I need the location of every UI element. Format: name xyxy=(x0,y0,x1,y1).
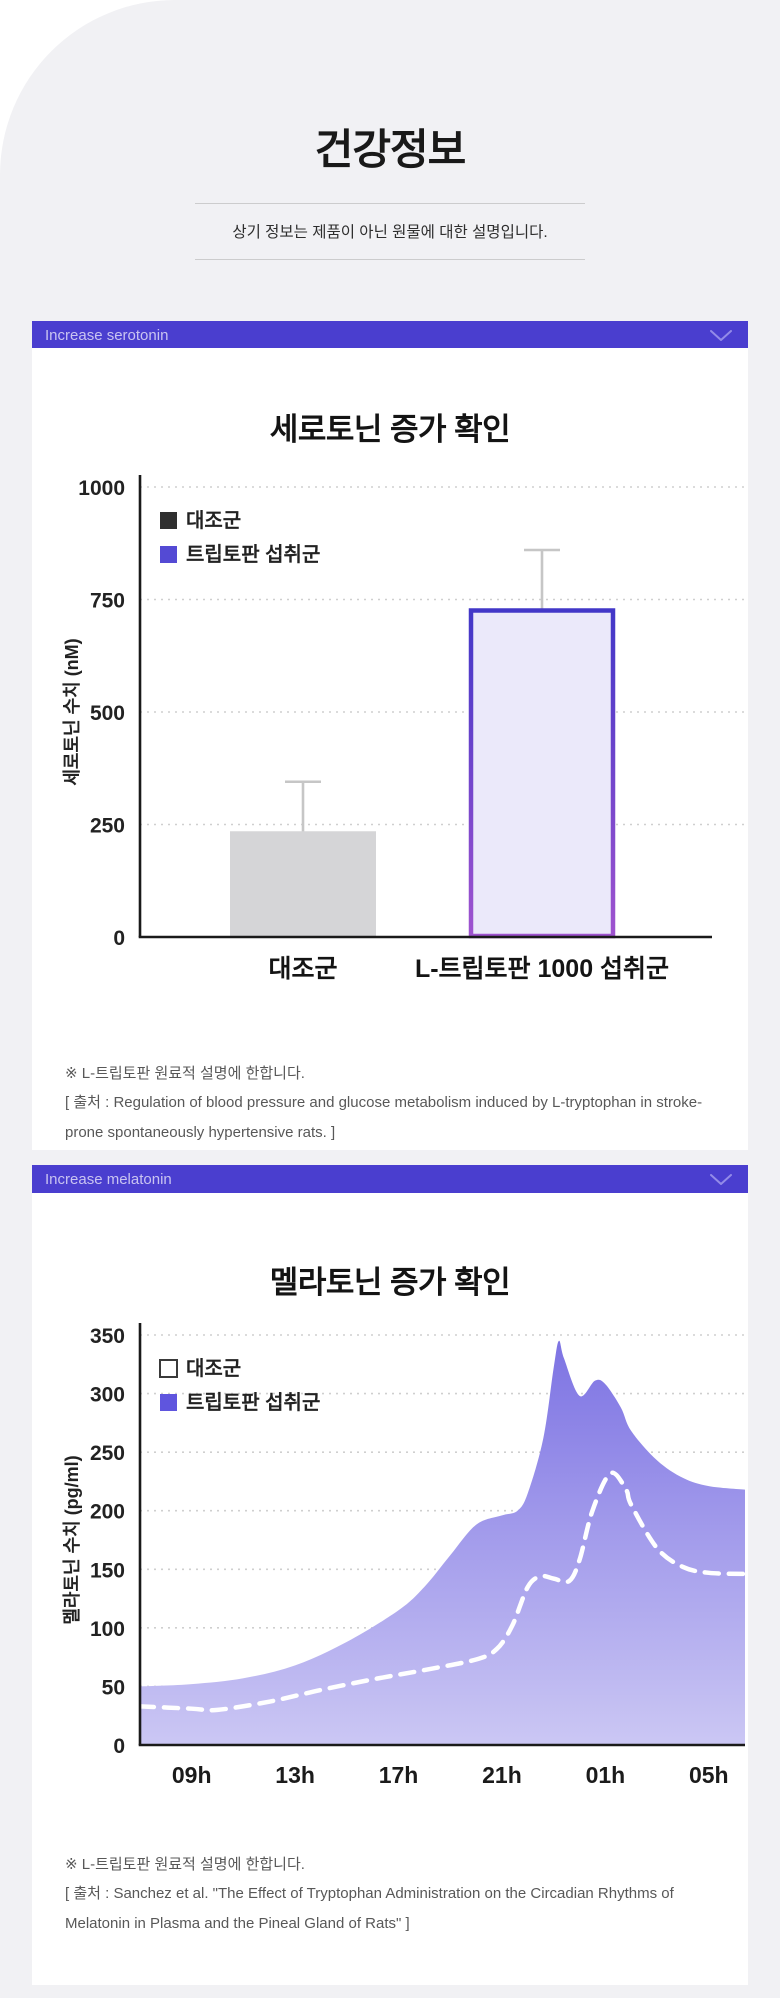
footnote-line: ※ L-트립토판 원료적 설명에 한합니다. xyxy=(65,1856,305,1873)
svg-text:1000: 1000 xyxy=(78,477,125,500)
svg-text:13h: 13h xyxy=(275,1762,315,1788)
serotonin-card: 세로토닌 증가 확인 0 250 500 750 1000 세로토닌 수치 (nM) 대조군… xyxy=(32,348,748,1150)
header-divider-bottom xyxy=(195,259,585,260)
svg-text:대조군: 대조군 xyxy=(186,1357,241,1380)
melatonin-area-chart: 0 50 100 150 200 250 300 350 멜라토닌 수치 (pg/ml) 09h 1… xyxy=(62,1323,748,1788)
serotonin-chart-wrap: 0 250 500 750 1000 세로토닌 수치 (nM) 대조군 L-트립토판 1000… xyxy=(32,467,748,987)
svg-text:대조군: 대조군 xyxy=(268,955,337,983)
svg-text:17h: 17h xyxy=(379,1762,419,1788)
footnote-source: [ 출처 : Regulation of blood pressure and … xyxy=(65,1094,703,1141)
melatonin-footnote: ※ L-트립토판 원료적 설명에 한합니다. [ 출처 : Sanchez et… xyxy=(32,1850,748,1938)
svg-text:0: 0 xyxy=(113,1735,125,1758)
svg-text:0: 0 xyxy=(113,927,125,950)
page-title: 건강정보 xyxy=(314,126,467,173)
serotonin-footnote: ※ L-트립토판 원료적 설명에 한합니다. [ 출처 : Regulation… xyxy=(32,1059,748,1147)
chevron-down-icon xyxy=(710,329,732,341)
svg-text:트립토판 섭취군: 트립토판 섭취군 xyxy=(186,543,320,566)
accordion-label: Increase serotonin xyxy=(45,326,169,344)
svg-text:250: 250 xyxy=(90,1442,125,1465)
header-divider-top xyxy=(195,203,585,204)
melatonin-chart-wrap: 0 50 100 150 200 250 300 350 멜라토닌 수치 (pg/ml) 09h 1… xyxy=(32,1320,748,1800)
accordion-increase-melatonin[interactable]: Increase melatonin xyxy=(32,1165,748,1193)
svg-text:09h: 09h xyxy=(172,1762,212,1788)
svg-text:트립토판 섭취군: 트립토판 섭취군 xyxy=(186,1391,320,1414)
svg-text:세로토닌 수치 (nM): 세로토닌 수치 (nM) xyxy=(62,638,82,785)
footnote-source: [ 출처 : Sanchez et al. "The Effect of Try… xyxy=(65,1885,674,1932)
svg-text:100: 100 xyxy=(90,1618,125,1641)
svg-text:멜라토닌 수치 (pg/ml): 멜라토닌 수치 (pg/ml) xyxy=(62,1455,82,1624)
serotonin-chart-title: 세로토닌 증가 확인 xyxy=(269,412,511,447)
svg-text:05h: 05h xyxy=(689,1762,729,1788)
svg-text:200: 200 xyxy=(90,1501,125,1524)
accordion-increase-serotonin[interactable]: Increase serotonin xyxy=(32,321,748,349)
svg-text:250: 250 xyxy=(90,815,125,838)
svg-text:150: 150 xyxy=(90,1559,125,1582)
svg-text:500: 500 xyxy=(90,702,125,725)
svg-text:대조군: 대조군 xyxy=(186,509,241,532)
svg-text:L-트립토판 1000 섭취군: L-트립토판 1000 섭취군 xyxy=(415,955,669,983)
chevron-down-icon xyxy=(710,1173,732,1185)
footnote-line: ※ L-트립토판 원료적 설명에 한합니다. xyxy=(65,1065,305,1082)
serotonin-bar-chart: 0 250 500 750 1000 세로토닌 수치 (nM) 대조군 L-트립토판 1000… xyxy=(62,475,745,983)
svg-text:750: 750 xyxy=(90,590,125,613)
accordion-label: Increase melatonin xyxy=(45,1170,172,1188)
page-subtitle: 상기 정보는 제품이 아닌 원물에 대한 설명입니다. xyxy=(232,224,548,241)
svg-text:300: 300 xyxy=(90,1384,125,1407)
melatonin-chart-title: 멜라토닌 증가 확인 xyxy=(269,1265,511,1300)
page-header: 건강정보 상기 정보는 제품이 아닌 원물에 대한 설명입니다. xyxy=(0,0,780,260)
svg-text:50: 50 xyxy=(102,1676,125,1699)
svg-text:21h: 21h xyxy=(482,1762,522,1788)
svg-text:01h: 01h xyxy=(586,1762,626,1788)
melatonin-card: 멜라토닌 증가 확인 0 50 100 150 200 250 300 350 멜라토닌 수치 … xyxy=(32,1193,748,1985)
svg-text:350: 350 xyxy=(90,1325,125,1348)
